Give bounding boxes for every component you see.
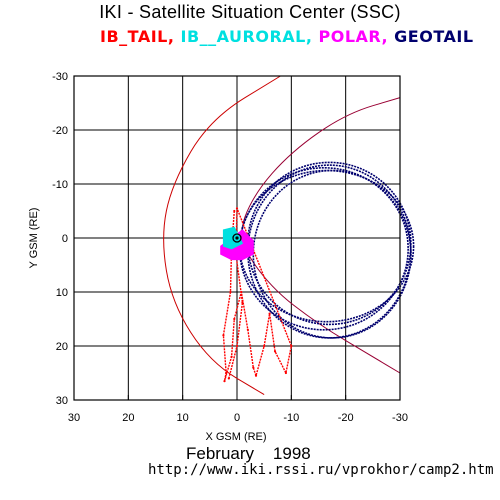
y-tick-label-2: -10 — [52, 179, 68, 191]
geotail-orbit-2 — [247, 164, 412, 339]
axes: 30 20 10 0 -10 -20 -30 -30 -20 -10 0 10 20 30 — [52, 71, 408, 424]
chart-title: IKI - Satellite Situation Center (SSC) — [99, 2, 401, 22]
magnetopause — [163, 75, 281, 396]
ib-tail-point-4 — [225, 371, 228, 375]
ib-tail-point-12 — [263, 344, 266, 348]
ib-tail-point-2 — [229, 290, 232, 294]
ib-tail-point-17 — [235, 207, 239, 210]
earth-circle — [232, 233, 242, 243]
x-tick-label-3: 0 — [234, 412, 240, 424]
x-tick-label-4: -10 — [283, 412, 299, 424]
ib-tail-point-7 — [233, 317, 236, 321]
y-tick-label-6: 30 — [56, 395, 68, 407]
ib-tail-point-0 — [233, 209, 236, 213]
ib-tail-point-11 — [254, 374, 258, 377]
geotail-orbit-4 — [252, 169, 412, 339]
y-tick-label-1: -20 — [52, 125, 68, 137]
legend-item-ib-auroral: IB__AURORAL, — [180, 27, 319, 46]
ib-tail-point-6 — [230, 355, 233, 358]
earth-center — [235, 236, 239, 240]
ib-tail-point-21 — [227, 377, 230, 380]
ib-tail-track — [222, 208, 293, 382]
ib-tail-point-10 — [252, 366, 255, 369]
ib-tail-point-19 — [241, 301, 244, 304]
y-tick-label-0: -30 — [52, 71, 68, 83]
ib-tail-point-14 — [273, 350, 277, 353]
y-axis-label: Y GSM (RE) — [28, 208, 40, 269]
ib-tail-point-3 — [222, 334, 225, 337]
earth-marker — [232, 233, 242, 243]
ib-tail-point-8 — [240, 290, 243, 294]
series-geotail — [238, 161, 415, 339]
y-tick-label-4: 10 — [56, 287, 68, 299]
x-axis-label: X GSM (RE) — [205, 431, 266, 443]
x-tick-label-6: -30 — [392, 412, 408, 424]
y-tick-label-5: 20 — [56, 341, 68, 353]
ib-tail-point-16 — [290, 344, 293, 348]
ib-tail-point-20 — [235, 344, 239, 348]
series-layer — [220, 161, 415, 383]
legend-item-geotail: GEOTAIL — [394, 27, 474, 46]
ib-tail-point-5 — [223, 380, 226, 383]
y-tick-label-3: 0 — [62, 233, 68, 245]
bow-shock-curve — [241, 97, 401, 374]
x-tick-label-0: 30 — [68, 412, 80, 424]
ib-tail-point-15 — [284, 371, 287, 375]
date-label: February 1998 — [186, 444, 311, 463]
legend: IB_TAIL, IB__AURORAL, POLAR, GEOTAIL — [100, 27, 474, 46]
x-tick-label-5: -20 — [338, 412, 354, 424]
x-tick-label-2: 10 — [177, 412, 189, 424]
legend-item-ib-tail: IB_TAIL, — [100, 27, 181, 46]
legend-item-polar: POLAR, — [318, 27, 395, 46]
boundary-curves — [163, 75, 401, 396]
source-url[interactable]: http://www.iki.rssi.ru/vprokhor/camp2.ht… — [148, 462, 494, 478]
plot-frame — [73, 75, 401, 401]
ib-tail-point-13 — [268, 312, 271, 315]
ib-tail-point-9 — [246, 328, 249, 331]
x-tick-label-1: 20 — [122, 412, 134, 424]
